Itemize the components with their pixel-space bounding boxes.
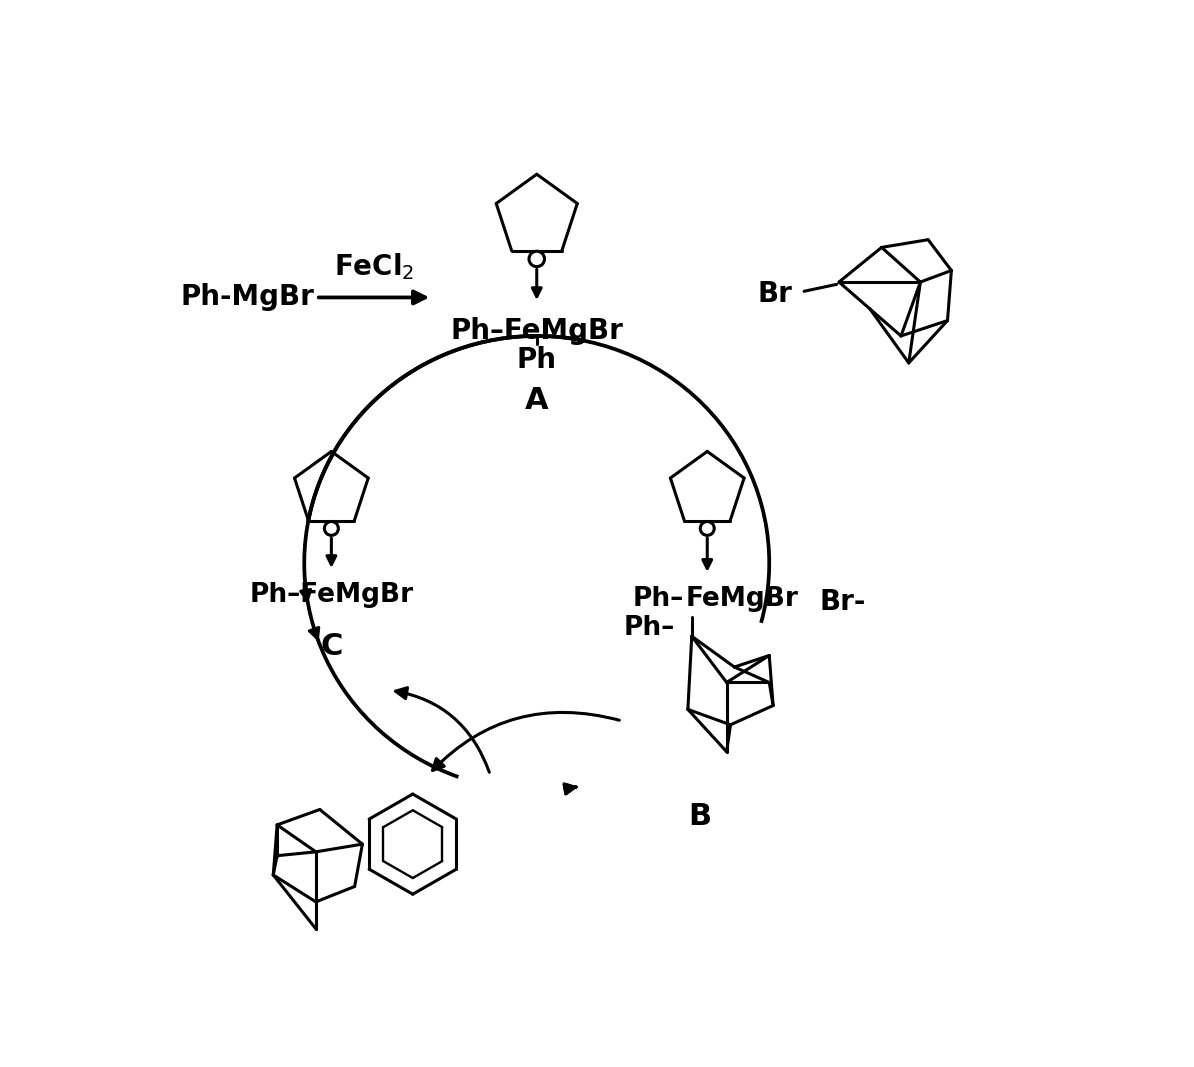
Text: FeCl$_2$: FeCl$_2$	[334, 251, 414, 282]
Text: B: B	[688, 801, 712, 831]
Circle shape	[325, 522, 338, 536]
Text: Ph: Ph	[517, 346, 556, 373]
Text: Ph–FeMgBr: Ph–FeMgBr	[250, 583, 413, 608]
Text: Ph–: Ph–	[623, 616, 675, 641]
Text: C: C	[320, 633, 343, 662]
Text: Br: Br	[758, 280, 793, 307]
Text: FeMgBr: FeMgBr	[685, 586, 799, 612]
Text: Br-: Br-	[819, 588, 866, 616]
Circle shape	[529, 251, 544, 267]
Text: Ph–: Ph–	[633, 586, 684, 612]
Circle shape	[700, 522, 714, 536]
Text: Ph–FeMgBr: Ph–FeMgBr	[450, 317, 623, 345]
Text: A: A	[525, 386, 548, 415]
Text: Ph-MgBr: Ph-MgBr	[180, 284, 314, 312]
